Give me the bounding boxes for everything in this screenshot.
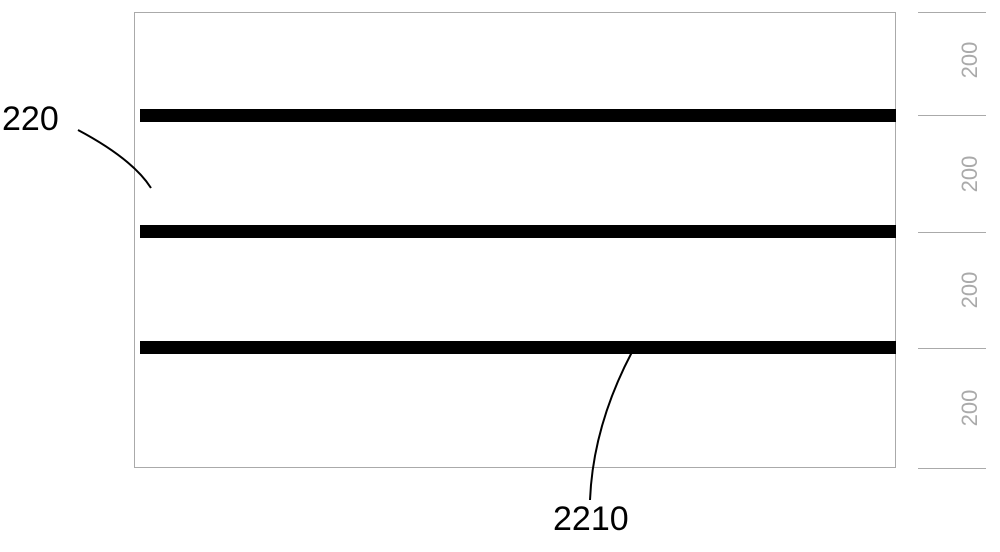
callout-2210: 2210 (553, 500, 629, 539)
leader-2210-path (590, 352, 632, 500)
leader-2210 (0, 0, 1000, 552)
diagram-canvas: 200 200 200 200 220 2210 (0, 0, 1000, 552)
